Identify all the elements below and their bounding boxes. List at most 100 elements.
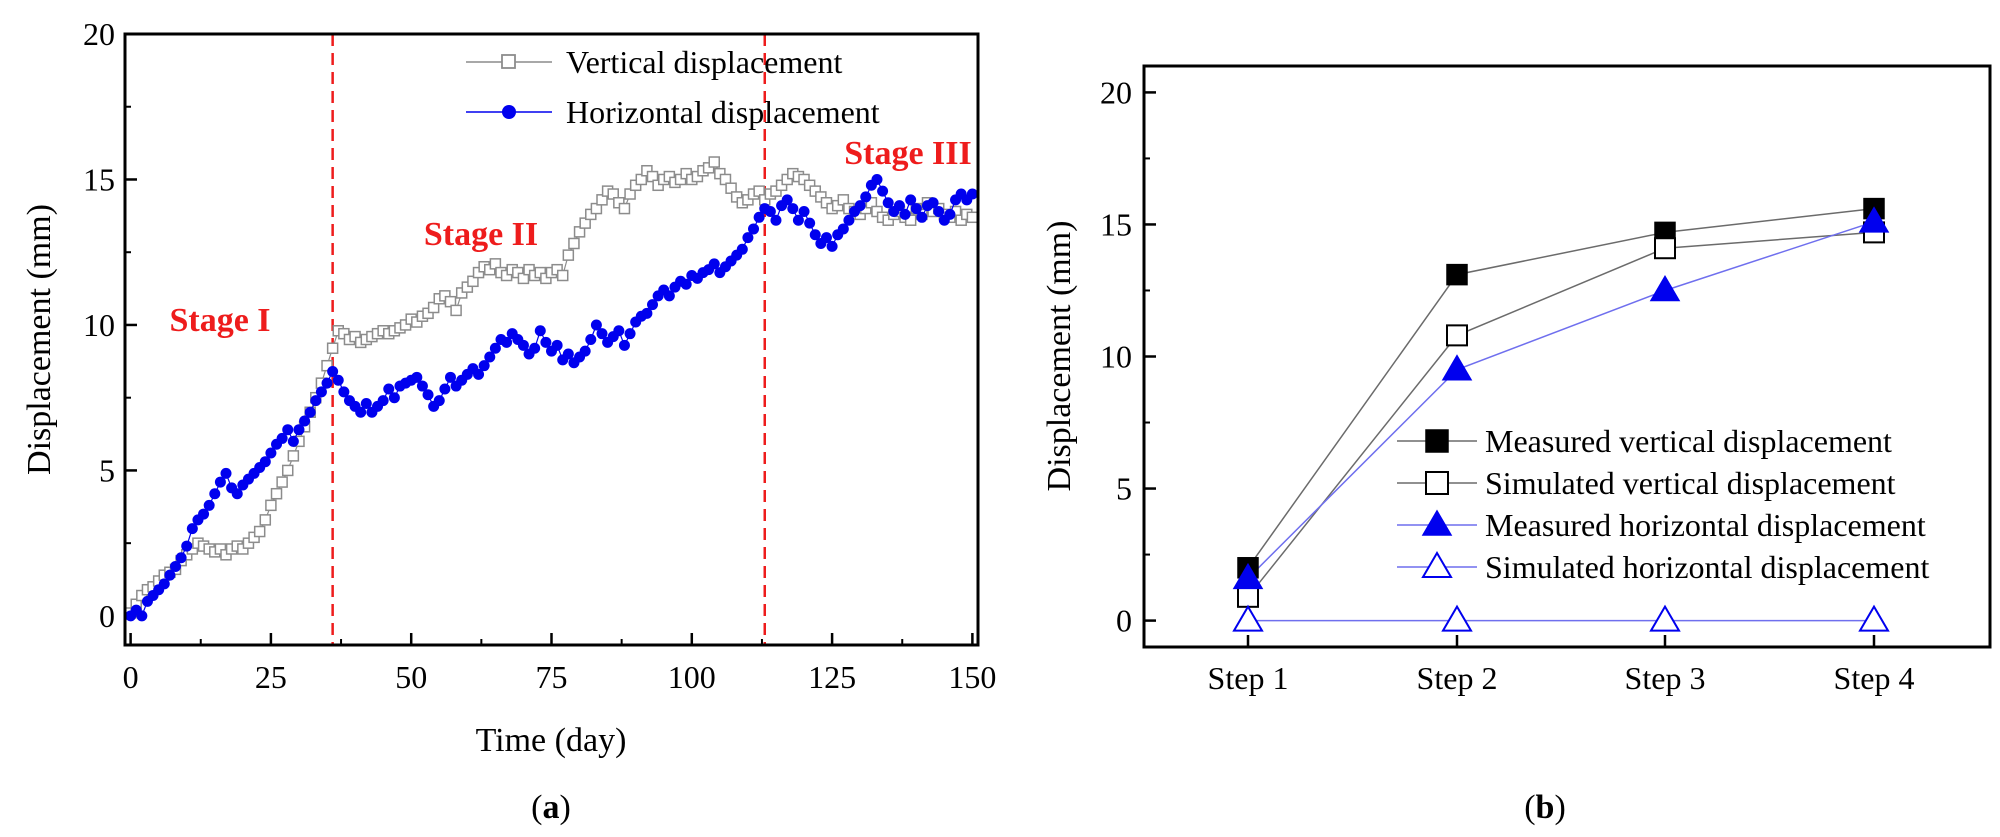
simulated-horizontal-point — [1649, 604, 1681, 632]
horizontal-point — [910, 203, 922, 215]
horizontal-point — [927, 197, 939, 209]
vertical-point — [287, 450, 300, 462]
x-tick-label: Step 4 — [1834, 660, 1915, 696]
x-tick-label: 75 — [536, 659, 568, 695]
horizontal-point — [787, 203, 799, 215]
horizontal-point — [231, 488, 243, 500]
vertical-point — [321, 359, 333, 372]
horizontal-point — [411, 371, 423, 383]
horizontal-point — [804, 217, 816, 229]
y-tick-label: 15 — [83, 161, 115, 197]
horizontal-point — [624, 328, 636, 340]
horizontal-point — [882, 197, 894, 209]
measured-horizontal-point — [1441, 354, 1473, 381]
horizontal-point — [742, 232, 754, 244]
chart-a-stage-label-2: Stage II — [424, 216, 538, 253]
y-tick-label: 5 — [1116, 471, 1132, 507]
simulated-vertical-point — [1654, 237, 1676, 260]
horizontal-point — [899, 208, 911, 220]
x-tick-label: 50 — [395, 659, 427, 695]
horizontal-point — [781, 194, 793, 206]
vertical-point — [904, 214, 917, 226]
horizontal-point — [360, 398, 372, 410]
horizontal-point — [792, 214, 804, 226]
y-tick-label: 10 — [1100, 339, 1132, 375]
horizontal-point — [944, 208, 956, 220]
vertical-point — [281, 464, 294, 477]
horizontal-point — [332, 374, 344, 386]
vertical-point — [265, 499, 277, 512]
horizontal-point — [529, 342, 541, 354]
horizontal-point — [708, 258, 720, 270]
horizontal-point — [501, 336, 513, 348]
chart-b-series — [1232, 197, 1890, 632]
horizontal-point — [304, 406, 316, 418]
x-tick-label: Step 3 — [1625, 660, 1706, 696]
horizontal-point — [871, 173, 883, 185]
horizontal-point — [383, 383, 395, 395]
horizontal-point — [585, 334, 597, 345]
horizontal-point — [444, 371, 456, 383]
chart-b-plot-frame — [1142, 64, 1992, 649]
horizontal-point — [843, 214, 855, 226]
legend-label-measured-vertical: Measured vertical displacement — [1485, 423, 1892, 459]
horizontal-point — [905, 194, 917, 206]
horizontal-point — [198, 508, 210, 520]
horizontal-point — [641, 307, 653, 319]
legend-label-vertical: Vertical displacement — [566, 44, 842, 80]
horizontal-point — [809, 229, 821, 241]
chart-a-axes: 0 25 50 75 100 125 150 0 5 10 15 20 — [83, 16, 996, 695]
y-tick-label: 20 — [1100, 74, 1132, 110]
series-line — [1247, 207, 1875, 569]
chart-a-plot-frame — [123, 32, 980, 647]
horizontal-point — [439, 383, 451, 395]
horizontal-point — [590, 319, 602, 331]
horizontal-point — [315, 386, 327, 398]
horizontal-point — [321, 377, 333, 389]
simulated-horizontal-point — [1858, 604, 1890, 632]
chart-a-x-axis-title: Time (day) — [476, 722, 627, 759]
measured-horizontal-point — [1649, 274, 1681, 302]
horizontal-point — [837, 223, 849, 235]
horizontal-point — [355, 406, 367, 418]
horizontal-point — [854, 200, 866, 212]
horizontal-point — [596, 328, 608, 340]
legend-marker-measured-horizontal — [1421, 509, 1453, 536]
measured-horizontal-point — [1858, 206, 1890, 233]
horizontal-point — [618, 339, 630, 351]
horizontal-point — [287, 435, 299, 447]
horizontal-point — [663, 290, 675, 302]
legend-marker-simulated-horizontal — [1421, 551, 1453, 578]
panel-b-letter: b — [1536, 789, 1555, 826]
measured-horizontal-point — [1232, 562, 1264, 590]
x-tick-label: 100 — [668, 659, 716, 695]
horizontal-point — [517, 339, 529, 351]
horizontal-point — [136, 610, 148, 622]
horizontal-point — [489, 342, 501, 354]
horizontal-point — [299, 415, 311, 427]
vertical-point — [276, 476, 288, 488]
vertical-point — [966, 211, 979, 224]
horizontal-point — [484, 351, 496, 363]
horizontal-point — [933, 205, 945, 217]
horizontal-point — [798, 205, 810, 217]
legend-label-simulated-vertical: Simulated vertical displacement — [1485, 465, 1896, 501]
chart-a-y-axis-title: Displacement (mm) — [21, 204, 58, 475]
horizontal-point — [310, 395, 322, 407]
horizontal-point — [893, 200, 905, 212]
horizontal-point — [562, 348, 574, 360]
horizontal-point — [478, 360, 490, 372]
legend-label-simulated-horizontal: Simulated horizontal displacement — [1485, 549, 1929, 585]
horizontal-point — [748, 223, 760, 235]
horizontal-point — [164, 569, 176, 581]
vertical-point — [556, 269, 569, 282]
legend-marker-simulated-vertical — [1425, 471, 1449, 495]
vertical-point — [326, 342, 339, 354]
panel-a-letter: a — [543, 789, 560, 826]
x-tick-label: Step 1 — [1208, 660, 1289, 696]
chart-b: 0 5 10 15 20 Step 1 Step 2 Step 3 Step 4 Displac… — [1041, 64, 1992, 826]
horizontal-point — [473, 368, 485, 380]
x-tick-label: 0 — [123, 659, 139, 695]
horizontal-point — [220, 467, 232, 479]
